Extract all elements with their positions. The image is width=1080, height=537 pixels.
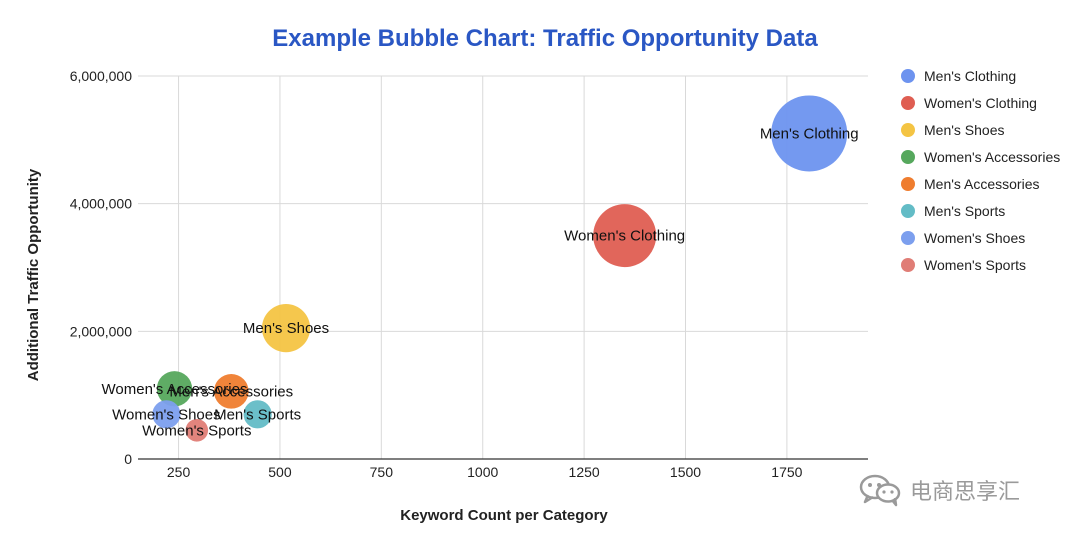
legend-marker [901,231,915,245]
bubble-label: Men's Sports [214,406,301,423]
legend-marker [901,258,915,272]
legend-label: Women's Sports [924,257,1026,273]
legend-label: Women's Accessories [924,149,1060,165]
bubble [152,400,181,429]
x-tick-label: 500 [268,464,292,480]
bubble-label-layer: Men's Clothing Women's Clothing Men's Shoe… [102,125,859,439]
legend-marker [901,123,915,137]
chart-title: Example Bubble Chart: Traffic Opportunit… [272,25,818,52]
bubble-label: Men's Accessories [169,383,293,400]
grid-layer [138,75,868,459]
bubble-label: Men's Shoes [243,320,329,337]
legend-marker [901,96,915,110]
watermark: 电商思享汇 [858,472,1020,508]
legend-marker [901,150,915,164]
bubble-label: Women's Clothing [564,228,685,245]
bubble-label: Women's Shoes [112,406,220,423]
legend-marker [901,69,915,83]
legend-label: Women's Clothing [924,95,1037,111]
legend: Men's Clothing Women's Clothing Men's Shoe… [901,68,1060,273]
bubble-label: Women's Accessories [102,381,248,398]
bubble [243,400,272,429]
axis-layer: 0 2,000,000 4,000,000 6,000,000 250 500 750 100… [70,68,868,480]
legend-label: Men's Clothing [924,68,1016,84]
x-tick-label: 250 [167,464,191,480]
bubble [185,418,209,442]
bubble [213,374,249,409]
y-axis-title: Additional Traffic Opportunity [25,168,42,381]
y-tick-label: 2,000,000 [70,323,132,339]
bubble [771,95,848,172]
x-tick-label: 1750 [771,464,802,480]
bubble [261,304,311,353]
bubble-label: Women's Sports [142,422,251,439]
legend-label: Women's Shoes [924,230,1025,246]
y-tick-label: 6,000,000 [70,68,132,84]
x-axis-title: Keyword Count per Category [400,507,608,524]
watermark-text: 电商思享汇 [910,480,1021,505]
legend-label: Men's Shoes [924,122,1005,138]
bubble [156,371,193,407]
x-tick-label: 1500 [670,464,701,480]
wechat-icon [859,474,901,507]
legend-label: Men's Accessories [924,176,1040,192]
y-tick-label: 4,000,000 [70,196,132,212]
bubble-layer [152,95,848,442]
y-tick-label: 0 [124,451,132,467]
x-tick-label: 1000 [467,464,498,480]
legend-label: Men's Sports [924,203,1005,219]
legend-marker [901,177,915,191]
bubble-label: Men's Clothing [760,125,859,142]
bubble [593,204,657,268]
x-tick-label: 750 [370,464,394,480]
legend-marker [901,204,915,218]
x-tick-label: 1250 [569,464,600,480]
